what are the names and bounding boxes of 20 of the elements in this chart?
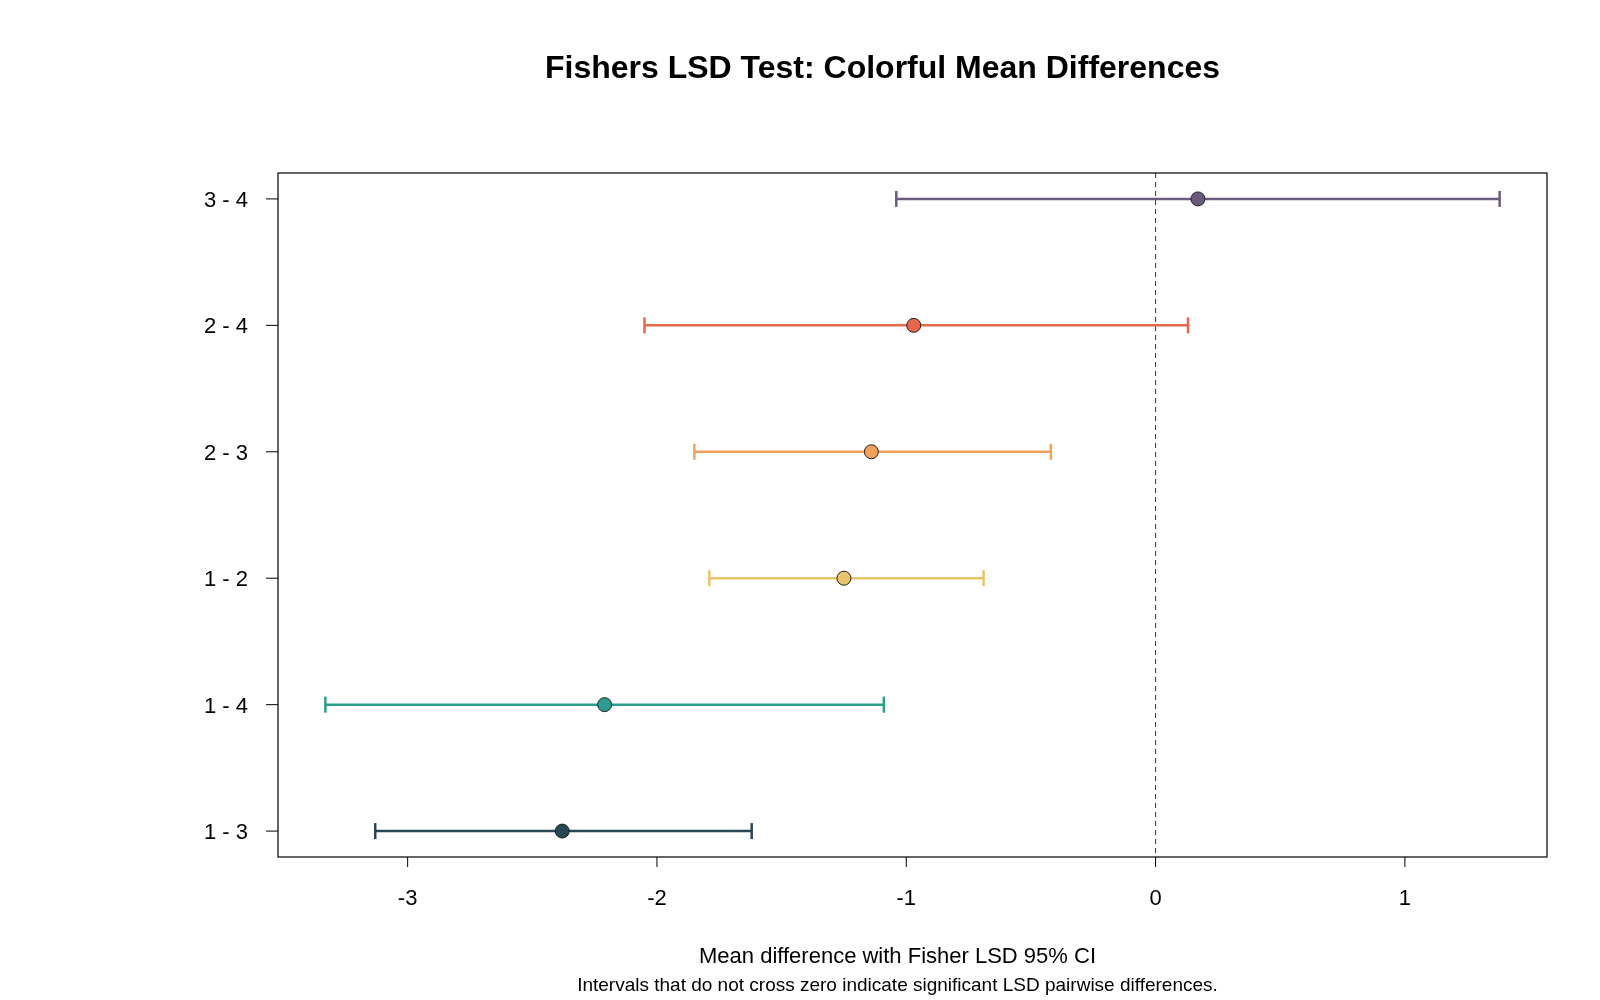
y-tick-label: 2 - 3 <box>203 439 248 465</box>
x-tick-label: -3 <box>397 885 418 910</box>
point <box>554 823 570 839</box>
y-tick-label: 1 - 3 <box>203 819 248 845</box>
y-tick-label: 3 - 4 <box>203 186 248 212</box>
y-tick-label: 1 - 4 <box>203 692 248 718</box>
text: Intervals that do not cross zero indicate significant LSD pairwise differences. <box>577 974 1218 995</box>
chart-title: Fishers LSD Test: Colorful Mean Differences <box>544 49 1221 85</box>
x-tick-label: -1 <box>896 885 917 910</box>
y-tick-label: 1 - 2 <box>203 566 248 592</box>
point <box>906 317 922 333</box>
x-tick-label: 0 <box>1149 885 1162 910</box>
point <box>597 697 613 713</box>
point <box>836 570 852 586</box>
x-tick-label: 1 <box>1398 885 1412 910</box>
y-tick-label: 2 - 4 <box>203 313 248 339</box>
point <box>863 444 879 460</box>
point <box>1190 191 1206 207</box>
x-axis-title: Mean difference with Fisher LSD 95% CI <box>699 943 1096 968</box>
x-tick-label: -2 <box>647 885 667 910</box>
